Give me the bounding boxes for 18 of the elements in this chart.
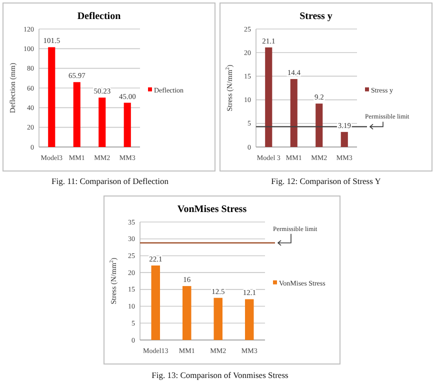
caption: Fig. 11: Comparison of Deflection: [51, 176, 170, 186]
bar: [48, 47, 56, 147]
bar: [182, 286, 192, 340]
bar: [340, 132, 348, 147]
bar: [151, 265, 160, 340]
chart-title: VonMises Stress: [177, 204, 247, 215]
bar: [290, 79, 298, 147]
bar: [214, 298, 222, 340]
bar: [124, 102, 131, 147]
caption: Fig. 13: Comparison of Vonmises Stress: [152, 370, 288, 380]
chart-title: Deflection: [77, 11, 122, 22]
bar: [73, 82, 80, 147]
bar: [245, 299, 254, 340]
caption: Fig. 12: Comparison of Stress Y: [271, 176, 381, 186]
chart-title: Stress y: [300, 11, 332, 22]
bar: [265, 47, 272, 147]
bar: [316, 104, 323, 147]
bar: [98, 98, 106, 147]
